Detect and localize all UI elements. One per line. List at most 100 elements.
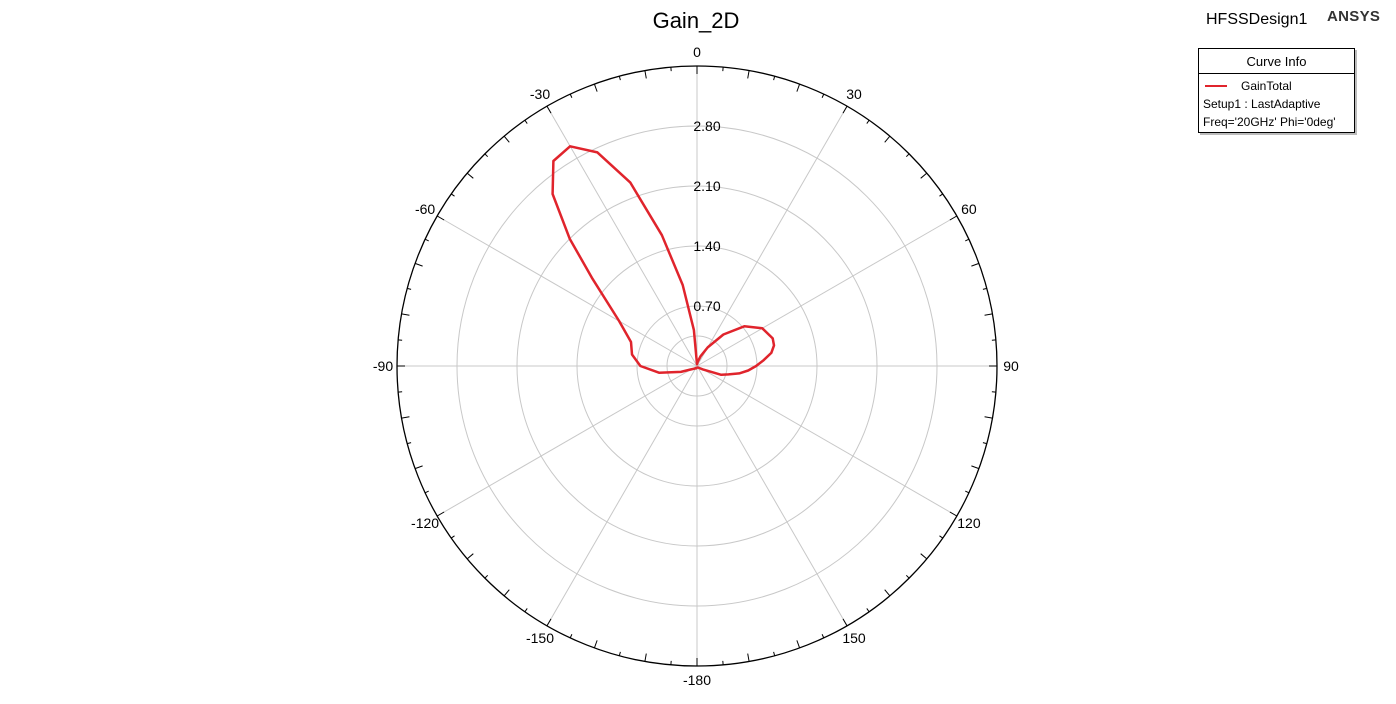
angle-tick-mark xyxy=(593,83,598,92)
angle-tick-mark xyxy=(821,93,825,98)
angle-label: 30 xyxy=(846,86,862,102)
angle-label: 60 xyxy=(961,201,977,217)
angle-tick-mark xyxy=(484,153,489,158)
legend-heading: Curve Info xyxy=(1199,49,1354,74)
angle-tick-mark xyxy=(436,215,445,221)
angle-tick-mark xyxy=(401,416,410,419)
angle-tick-mark xyxy=(569,93,573,98)
angle-tick-mark xyxy=(503,135,510,143)
angle-tick-mark xyxy=(407,287,412,290)
angle-tick-mark xyxy=(503,589,510,597)
angle-label: 150 xyxy=(842,630,866,646)
grid-spoke xyxy=(696,365,848,627)
legend-series-name: GainTotal xyxy=(1241,79,1292,93)
angle-label: -30 xyxy=(530,86,550,102)
angle-tick-mark xyxy=(982,287,987,290)
angle-labels: 0 30 60 90 120 150 -180 -150 -120 -90 -60 -30 xyxy=(373,44,1019,688)
angle-label: -60 xyxy=(415,201,435,217)
angle-tick-mark xyxy=(984,416,993,419)
angle-label: 90 xyxy=(1003,358,1019,374)
radial-tick-label: 1.40 xyxy=(693,238,720,254)
angle-tick-mark xyxy=(414,262,423,267)
radial-tick-label: 0.70 xyxy=(693,298,720,314)
angle-tick-mark xyxy=(796,83,801,92)
radial-labels: 0.70 1.40 2.10 2.80 xyxy=(693,118,720,314)
grid-spoke xyxy=(696,215,958,367)
radial-tick-label: 2.80 xyxy=(693,118,720,134)
angle-tick-mark xyxy=(424,490,429,494)
angle-tick-mark xyxy=(884,589,891,597)
angle-label: -90 xyxy=(373,358,393,374)
angle-tick-mark xyxy=(593,640,598,649)
angle-tick-mark xyxy=(842,105,848,114)
angle-tick-mark xyxy=(466,553,474,560)
angle-tick-mark xyxy=(884,135,891,143)
angle-tick-mark xyxy=(842,618,848,627)
grid-ring xyxy=(516,185,878,547)
angle-tick-mark xyxy=(618,651,621,656)
angle-tick-mark xyxy=(450,193,455,197)
angle-tick-mark xyxy=(644,653,647,662)
angle-tick-mark xyxy=(524,608,528,613)
angle-tick-mark xyxy=(905,574,910,579)
angle-tick-mark xyxy=(436,511,445,517)
angle-label: 0 xyxy=(693,44,701,60)
angle-tick-mark xyxy=(524,119,528,124)
angle-tick-mark xyxy=(939,535,944,539)
angle-tick-mark xyxy=(747,70,750,79)
grid-ring xyxy=(666,335,728,397)
angle-tick-mark xyxy=(424,238,429,242)
angle-tick-mark xyxy=(407,442,412,445)
angle-tick-mark xyxy=(984,313,993,316)
angle-tick-mark xyxy=(982,442,987,445)
curve-info-legend[interactable]: Curve Info GainTotal Setup1 : LastAdapti… xyxy=(1198,48,1355,133)
series-gaintotal-line xyxy=(551,145,776,377)
angle-label: 120 xyxy=(957,515,981,531)
legend-setup-text: Setup1 : LastAdaptive xyxy=(1203,97,1321,111)
angle-tick-mark xyxy=(949,215,958,221)
angle-tick-mark xyxy=(450,535,455,539)
angle-tick-mark xyxy=(965,490,970,494)
angle-tick-mark xyxy=(920,172,928,179)
angle-tick-mark xyxy=(939,193,944,197)
angle-tick-mark xyxy=(773,76,776,81)
brand-logo: ANSYS xyxy=(1327,8,1381,25)
angle-tick-mark xyxy=(466,172,474,179)
angle-tick-mark xyxy=(484,574,489,579)
angle-tick-mark xyxy=(747,653,750,662)
grid-spoke xyxy=(436,365,698,517)
legend-params-text: Freq='20GHz' Phi='0deg' xyxy=(1203,115,1336,129)
grid-ring xyxy=(576,245,818,487)
angle-tick-mark xyxy=(920,553,928,560)
angle-tick-mark xyxy=(414,465,423,470)
angle-tick-mark xyxy=(546,105,552,114)
chart-title: Gain_2D xyxy=(652,8,740,33)
angle-tick-mark xyxy=(965,238,970,242)
grid-spoke xyxy=(546,105,698,367)
angle-tick-mark xyxy=(905,153,910,158)
angle-tick-mark xyxy=(866,608,870,613)
angle-tick-mark xyxy=(866,119,870,124)
angle-tick-mark xyxy=(401,313,410,316)
angle-label: -120 xyxy=(411,515,439,531)
angle-tick-mark xyxy=(949,511,958,517)
grid-spoke xyxy=(696,365,958,517)
legend-line-swatch xyxy=(1205,85,1227,87)
angle-tick-mark xyxy=(971,465,980,470)
angle-tick-mark xyxy=(971,262,980,267)
angle-tick-mark xyxy=(618,76,621,81)
angle-tick-mark xyxy=(569,634,573,639)
angle-tick-mark xyxy=(644,70,647,79)
grid-spoke xyxy=(696,105,848,367)
series-layer xyxy=(551,145,776,377)
radial-tick-label: 2.10 xyxy=(693,178,720,194)
grid-spoke xyxy=(436,215,698,367)
angle-tick-mark xyxy=(796,640,801,649)
grid-spoke xyxy=(546,365,698,627)
design-name: HFSSDesign1 xyxy=(1206,11,1308,28)
angle-tick-mark xyxy=(821,634,825,639)
angle-label: -150 xyxy=(526,630,554,646)
angle-tick-mark xyxy=(773,651,776,656)
grid-ring xyxy=(456,125,938,607)
